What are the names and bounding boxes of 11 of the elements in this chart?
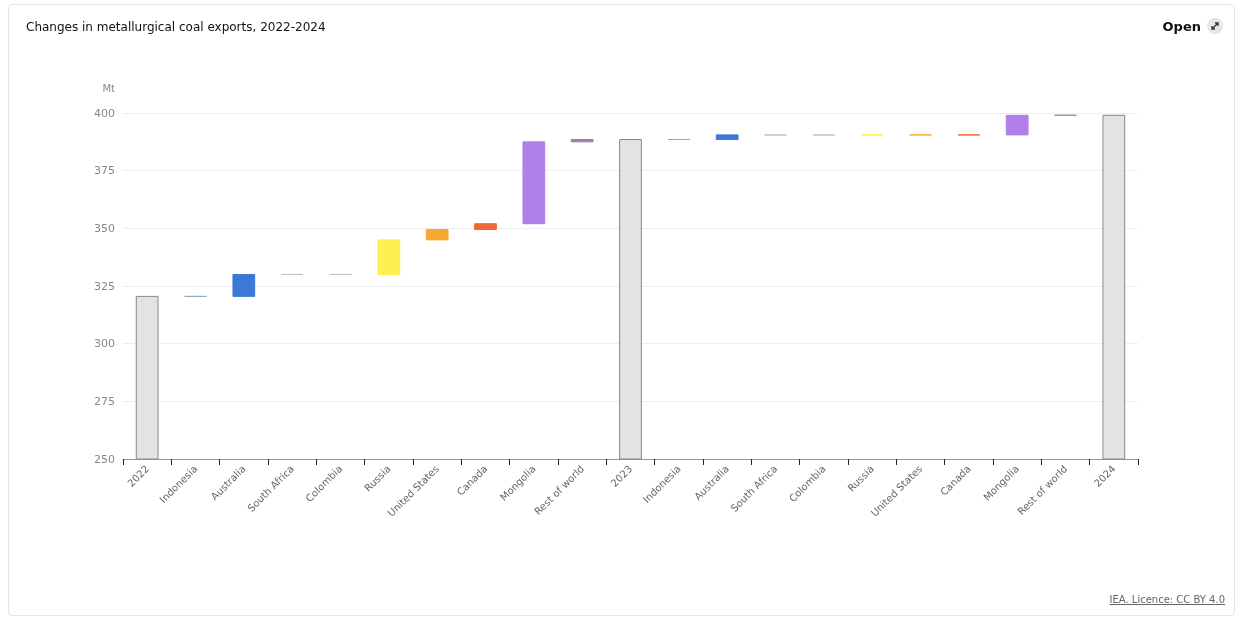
y-tick-label: 325: [94, 279, 115, 293]
y-tick-label: 300: [94, 337, 115, 351]
text: Open: [1162, 18, 1201, 34]
y-axis-title: Mt: [102, 82, 116, 94]
y-tick-label: 250: [94, 452, 115, 466]
y-tick-label: 275: [94, 394, 115, 408]
y-tick-label: 400: [94, 106, 115, 120]
y-tick-label: 375: [94, 164, 115, 178]
text: IEA. Licence: CC BY 4.0: [1109, 594, 1225, 605]
y-tick-label: 350: [94, 221, 115, 235]
chart-title: Changes in metallurgical coal exports, 2022-2024: [26, 20, 326, 34]
